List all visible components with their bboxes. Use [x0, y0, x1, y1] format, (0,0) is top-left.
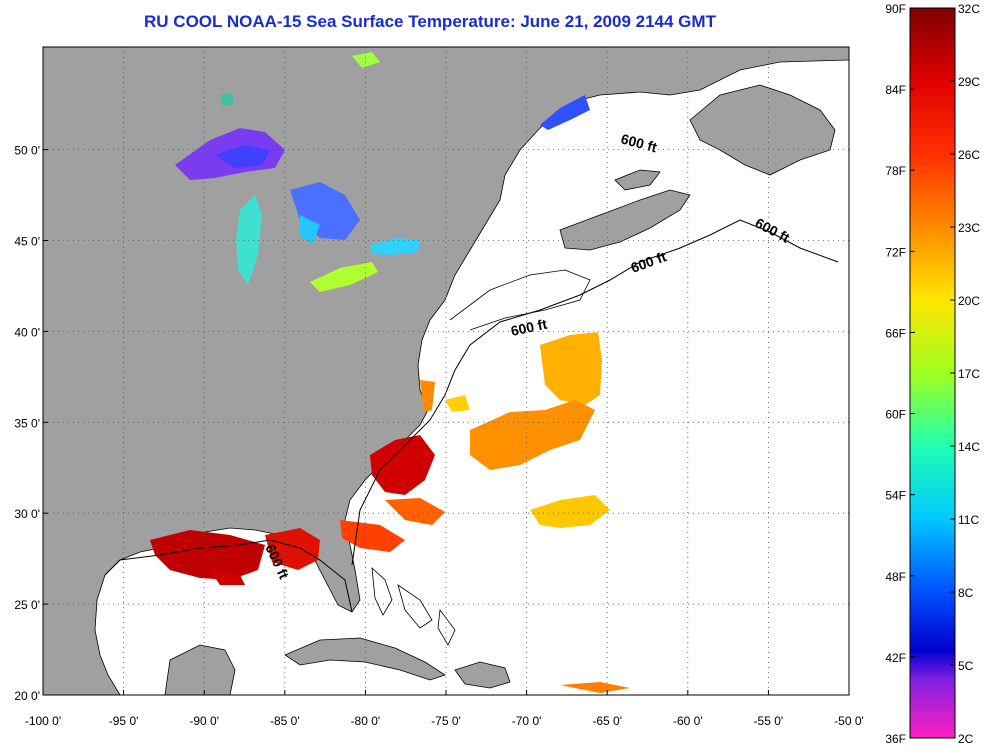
cbar-c-label: 23C: [958, 221, 980, 235]
cbar-f-label: 84F: [885, 83, 906, 97]
land-hispaniola: [454, 661, 511, 689]
map-title: RU COOL NOAA-15 Sea Surface Temperature:…: [144, 12, 716, 31]
lat-tick-label: 35 0': [14, 416, 40, 430]
lon-tick-label: -75 0': [431, 714, 461, 728]
cbar-f-label: 42F: [885, 651, 906, 665]
lon-tick-label: -65 0': [592, 714, 622, 728]
bahamas-outlines: [371, 566, 456, 646]
lon-tick-label: -70 0': [512, 714, 542, 728]
cbar-f-label: 54F: [885, 489, 906, 503]
lat-tick-label: 20 0': [14, 689, 40, 703]
land-prince-edward-island: [614, 169, 661, 191]
lon-tick-label: -85 0': [270, 714, 300, 728]
lon-tick-label: -90 0': [189, 714, 219, 728]
cbar-f-label: 78F: [885, 164, 906, 178]
lon-tick-label: -95 0': [109, 714, 139, 728]
lon-tick-label: -50 0': [834, 714, 864, 728]
contour-600ft: [104, 219, 839, 613]
shelf-line: [449, 269, 591, 331]
land-yucatan: [164, 644, 236, 695]
cbar-c-label: 11C: [958, 513, 979, 527]
lat-tick-label: 25 0': [14, 598, 40, 612]
cbar-c-label: 8C: [958, 586, 974, 600]
cbar-f-label: 66F: [885, 326, 906, 340]
cbar-f-label: 36F: [885, 732, 906, 746]
cbar-f-label: 72F: [885, 245, 906, 259]
cbar-f-label: 60F: [885, 408, 906, 422]
cbar-c-label: 5C: [958, 659, 974, 673]
contour-label-4: 600 ft: [509, 316, 548, 339]
longitude-labels: -100 0' -95 0' -90 0' -85 0' -80 0' -75 0' -70…: [25, 690, 864, 728]
cbar-f-label: 90F: [885, 2, 906, 16]
colorbar: [909, 7, 956, 739]
lat-tick-label: 30 0': [14, 507, 40, 521]
lat-tick-label: 40 0': [14, 325, 40, 339]
great-lakes: [175, 52, 590, 292]
lat-tick-label: 45 0': [14, 235, 40, 249]
cbar-c-label: 26C: [958, 148, 980, 162]
latitude-labels: 50 0' 45 0' 40 0' 35 0' 30 0' 25 0' 20 0': [14, 144, 48, 703]
cbar-c-label: 20C: [958, 294, 980, 308]
lon-tick-label: -55 0': [754, 714, 784, 728]
gridlines: [43, 47, 849, 695]
colorbar-fahrenheit-labels: 90F 84F 78F 72F 66F 60F 54F 48F 42F 36F: [885, 2, 915, 746]
cbar-c-label: 17C: [958, 367, 980, 381]
cbar-c-label: 32C: [958, 2, 980, 16]
land-cuba: [284, 637, 446, 681]
lon-tick-label: -60 0': [673, 714, 703, 728]
cbar-c-label: 14C: [958, 440, 980, 454]
land-nova-scotia: [559, 189, 691, 251]
lon-tick-label: -100 0': [25, 714, 61, 728]
cbar-c-label: 29C: [958, 75, 980, 89]
lat-tick-label: 50 0': [14, 144, 40, 158]
colorbar-celsius-labels: 32C 29C 26C 23C 20C 17C 14C 11C 8C 5C 2C: [950, 2, 980, 746]
land-newfoundland: [689, 84, 836, 176]
cbar-f-label: 48F: [885, 570, 906, 584]
cbar-c-label: 2C: [958, 732, 974, 746]
sst-data-patches: [150, 332, 630, 693]
lon-tick-label: -80 0': [351, 714, 381, 728]
